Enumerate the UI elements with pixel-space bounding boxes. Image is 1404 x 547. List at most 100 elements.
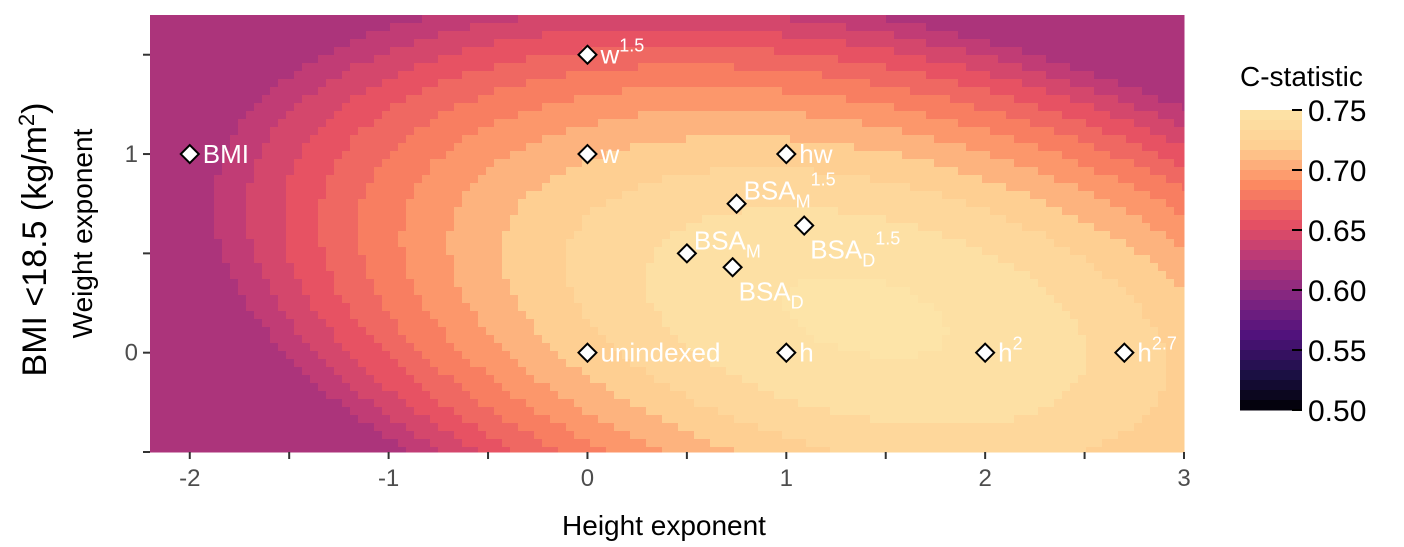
heatmap-cell	[278, 55, 287, 64]
heatmap-cell	[798, 159, 807, 168]
heatmap-cell	[542, 247, 551, 256]
heatmap-cell	[342, 87, 351, 96]
heatmap-cell	[550, 63, 559, 72]
heatmap-cell	[574, 119, 583, 128]
heatmap-cell	[718, 239, 727, 248]
heatmap-cell	[318, 199, 327, 208]
heatmap-cell	[1094, 271, 1103, 280]
heatmap-cell	[1078, 71, 1087, 80]
heatmap-cell	[822, 191, 831, 200]
heatmap-cell	[358, 183, 367, 192]
heatmap-cell	[686, 95, 695, 104]
heatmap-cell	[758, 111, 767, 120]
heatmap-cell	[870, 119, 879, 128]
heatmap-cell	[646, 71, 655, 80]
heatmap-cell	[758, 255, 767, 264]
heatmap-cell	[782, 271, 791, 280]
heatmap-cell	[1134, 31, 1143, 40]
heatmap-cell	[414, 199, 423, 208]
heatmap-cell	[670, 303, 679, 312]
heatmap-cell	[342, 271, 351, 280]
heatmap-cell	[814, 119, 823, 128]
heatmap-cell	[382, 247, 391, 256]
heatmap-cell	[1054, 71, 1063, 80]
heatmap-cell	[942, 135, 951, 144]
heatmap-cell	[942, 287, 951, 296]
heatmap-cell	[670, 231, 679, 240]
heatmap-cell	[1014, 191, 1023, 200]
heatmap-cell	[1022, 207, 1031, 216]
heatmap-cell	[982, 63, 991, 72]
heatmap-cell	[814, 143, 823, 152]
heatmap-cell	[414, 271, 423, 280]
heatmap-cell	[566, 63, 575, 72]
heatmap-cell	[398, 287, 407, 296]
heatmap-cell	[190, 199, 199, 208]
heatmap-cell	[958, 95, 967, 104]
heatmap-cell	[774, 175, 783, 184]
heatmap-cell	[742, 279, 751, 288]
heatmap-cell	[558, 303, 567, 312]
heatmap-cell	[254, 271, 263, 280]
heatmap-cell	[982, 207, 991, 216]
heatmap-cell	[758, 199, 767, 208]
heatmap-cell	[1054, 79, 1063, 88]
heatmap-cell	[718, 271, 727, 280]
heatmap-cell	[414, 135, 423, 144]
heatmap-cell	[542, 287, 551, 296]
heatmap-cell	[654, 15, 663, 24]
heatmap-cell	[574, 15, 583, 24]
heatmap-cell	[670, 223, 679, 232]
heatmap-cell	[702, 191, 711, 200]
heatmap-cell	[358, 311, 367, 320]
heatmap-cell	[814, 55, 823, 64]
heatmap-cell	[1062, 199, 1071, 208]
heatmap-cell	[798, 311, 807, 320]
heatmap-cell	[1006, 159, 1015, 168]
heatmap-cell	[766, 263, 775, 272]
heatmap-cell	[566, 55, 575, 64]
heatmap-cell	[190, 303, 199, 312]
heatmap-cell	[726, 71, 735, 80]
heatmap-cell	[814, 167, 823, 176]
heatmap-cell	[1102, 47, 1111, 56]
heatmap-cell	[294, 79, 303, 88]
heatmap-cell	[902, 159, 911, 168]
heatmap-cell	[766, 303, 775, 312]
heatmap-cell	[806, 23, 815, 32]
heatmap-cell	[214, 199, 223, 208]
heatmap-cell	[926, 55, 935, 64]
heatmap-cell	[214, 39, 223, 48]
heatmap-cell	[814, 311, 823, 320]
heatmap-cell	[454, 135, 463, 144]
heatmap-cell	[702, 183, 711, 192]
heatmap-cell	[822, 143, 831, 152]
heatmap-cell	[486, 135, 495, 144]
heatmap-cell	[934, 143, 943, 152]
heatmap-cell	[902, 87, 911, 96]
heatmap-cell	[1030, 239, 1039, 248]
heatmap-cell	[966, 247, 975, 256]
heatmap-cell	[462, 255, 471, 264]
heatmap-cell	[694, 63, 703, 72]
heatmap-cell	[998, 143, 1007, 152]
heatmap-cell	[1158, 95, 1167, 104]
heatmap-cell	[598, 279, 607, 288]
heatmap-cell	[1166, 239, 1175, 248]
heatmap-cell	[886, 231, 895, 240]
heatmap-cell	[814, 95, 823, 104]
heatmap-cell	[270, 247, 279, 256]
heatmap-cell	[486, 255, 495, 264]
heatmap-cell	[382, 39, 391, 48]
heatmap-cell	[1150, 303, 1159, 312]
heatmap-cell	[198, 87, 207, 96]
heatmap-cell	[934, 303, 943, 312]
heatmap-cell	[350, 255, 359, 264]
heatmap-cell	[1086, 231, 1095, 240]
heatmap-cell	[158, 263, 167, 272]
heatmap-cell	[590, 223, 599, 232]
heatmap-cell	[838, 303, 847, 312]
heatmap-cell	[598, 287, 607, 296]
heatmap-cell	[678, 63, 687, 72]
heatmap-cell	[1126, 95, 1135, 104]
